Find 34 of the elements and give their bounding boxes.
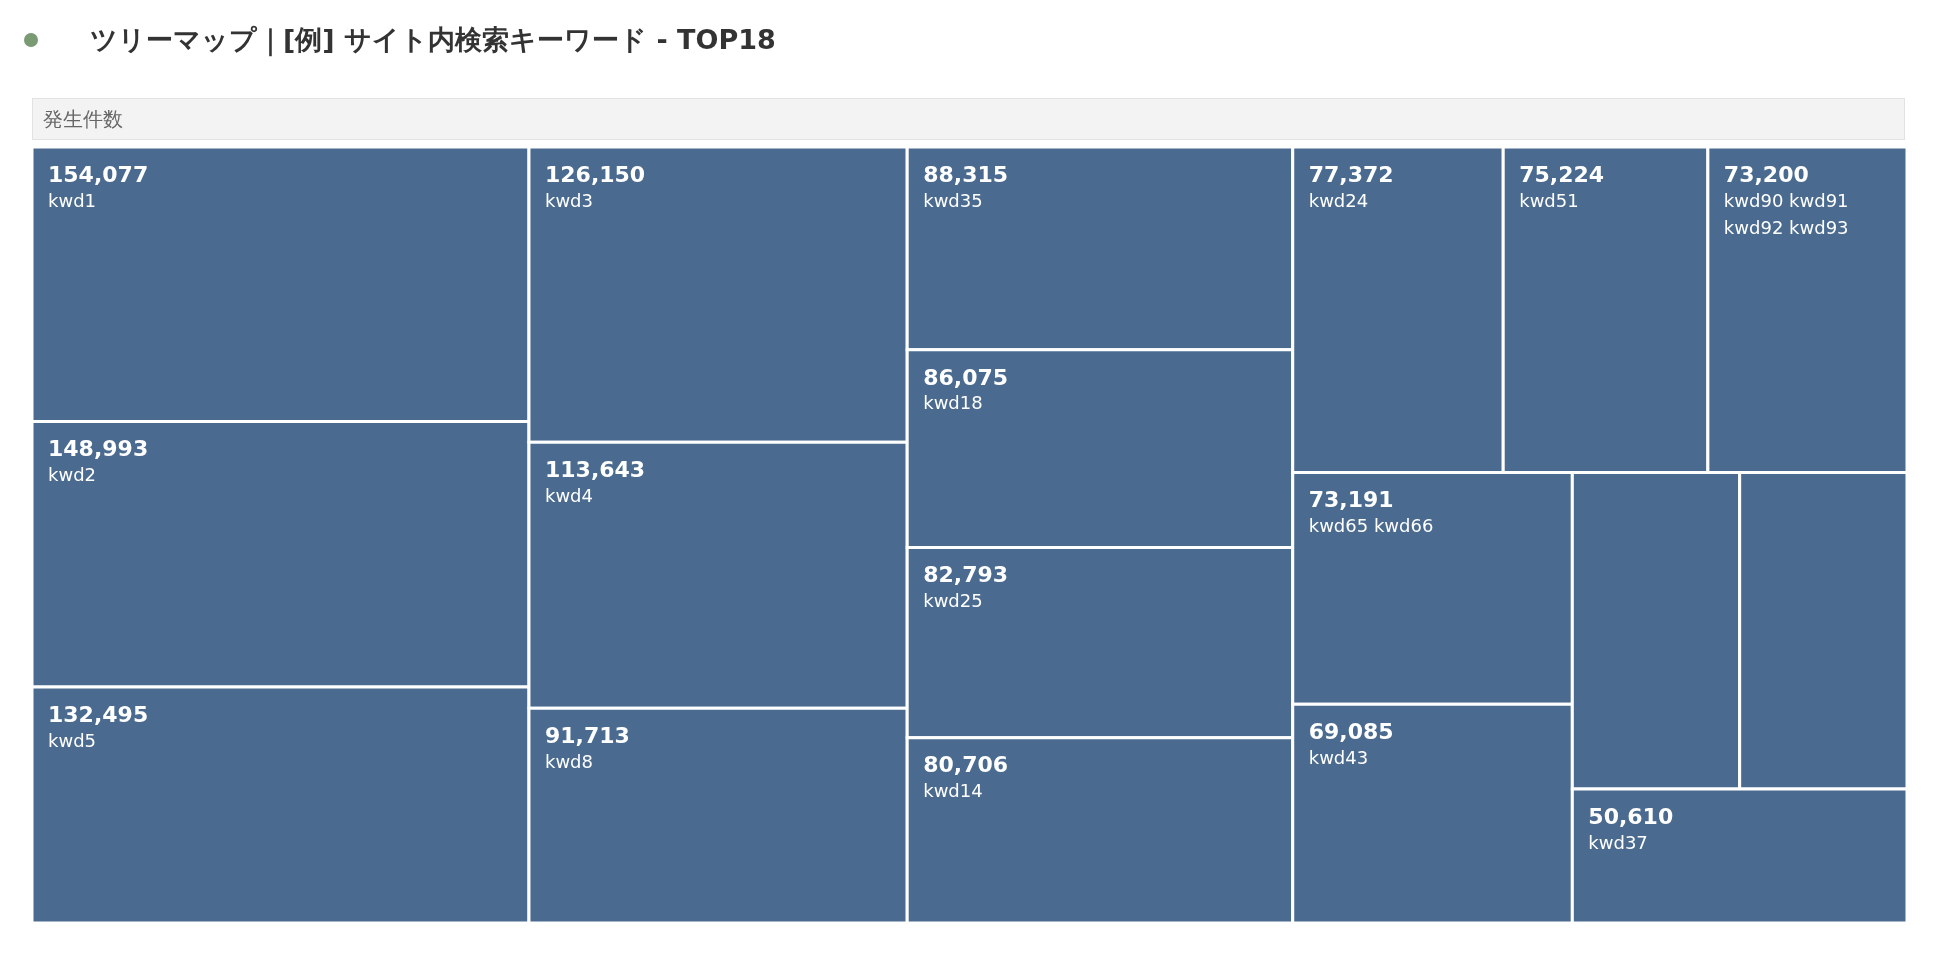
category-label: kwd2: [48, 464, 97, 486]
data-label: 69,085: [1308, 718, 1394, 744]
category-label: kwd18: [923, 392, 983, 414]
data-label: 91,713: [544, 723, 630, 749]
category-label: kwd1: [48, 189, 97, 211]
data-label: 82,793: [923, 562, 1009, 588]
category-label: kwd37: [1588, 831, 1648, 853]
data-label: 80,706: [923, 752, 1009, 778]
category-label: kwd65 kwd66: [1308, 515, 1434, 537]
text: 発生件数: [32, 98, 1905, 140]
data-label: 113,643: [544, 457, 646, 483]
category-label: kwd35: [923, 189, 983, 211]
data-label: 88,315: [923, 161, 1009, 187]
data-label: 126,150: [544, 161, 646, 187]
category-label: kwd14: [923, 780, 983, 802]
data-label: 86,075: [923, 364, 1009, 390]
data-label: 73,191: [1308, 487, 1394, 513]
data-label: 50,610: [1588, 803, 1674, 829]
category-label: kwd8: [544, 750, 593, 772]
data-label: 148,993: [48, 436, 149, 462]
data-label: 154,077: [48, 161, 149, 187]
category-label: kwd4: [544, 484, 593, 506]
category-label: kwd24: [1308, 189, 1369, 211]
text: ツリーマップ｜[例] サイト内検索キーワード - TOP18: [90, 23, 776, 58]
category-label: kwd5: [48, 729, 97, 751]
category-label: kwd51: [1519, 189, 1579, 211]
category-label: kwd25: [923, 590, 983, 612]
data-label: 73,200: [1723, 161, 1809, 187]
category-label: kwd3: [544, 189, 593, 211]
data-label: 77,372: [1308, 161, 1394, 187]
category-label: kwd90 kwd91 kwd92 kwd93: [1723, 189, 1849, 238]
data-label: 75,224: [1519, 161, 1605, 187]
category-label: kwd43: [1308, 746, 1369, 768]
data-label: 132,495: [48, 701, 149, 727]
